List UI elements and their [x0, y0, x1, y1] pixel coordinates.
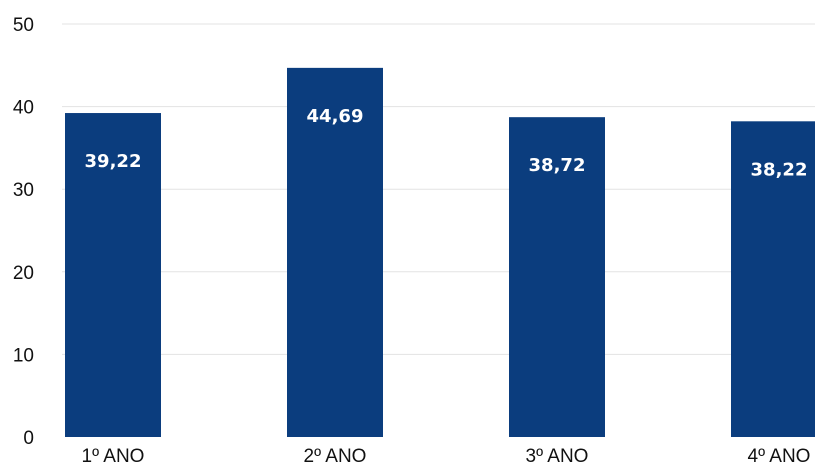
category-label-1: 1º ANO — [82, 446, 145, 464]
bar-2 — [287, 67, 383, 438]
bars — [65, 67, 815, 438]
data-label-4: 38,22 — [751, 159, 808, 180]
data-label-3: 38,72 — [529, 155, 586, 176]
category-label-4: 4º ANO — [748, 446, 811, 464]
y-tick-label-40: 40 — [13, 98, 34, 119]
y-tick-label-0: 0 — [23, 428, 34, 449]
y-tick-label-10: 10 — [13, 345, 34, 366]
y-tick-label-20: 20 — [13, 263, 34, 284]
y-axis-ticks: 0 10 20 30 40 50 — [13, 15, 34, 449]
bar-4 — [731, 121, 815, 438]
data-label-1: 39,22 — [85, 151, 142, 172]
y-tick-label-30: 30 — [13, 180, 34, 201]
x-axis-categories: 1º ANO 2º ANO 3º ANO 4º ANO — [82, 446, 811, 464]
gridlines — [62, 23, 815, 355]
category-label-3: 3º ANO — [526, 446, 589, 464]
data-label-2: 44,69 — [307, 106, 364, 127]
bar-1 — [65, 113, 161, 438]
category-label-2: 2º ANO — [304, 446, 367, 464]
y-tick-label-50: 50 — [13, 15, 34, 36]
data-labels: 39,22 44,69 38,72 38,22 — [85, 106, 808, 180]
bar-3 — [509, 117, 605, 438]
